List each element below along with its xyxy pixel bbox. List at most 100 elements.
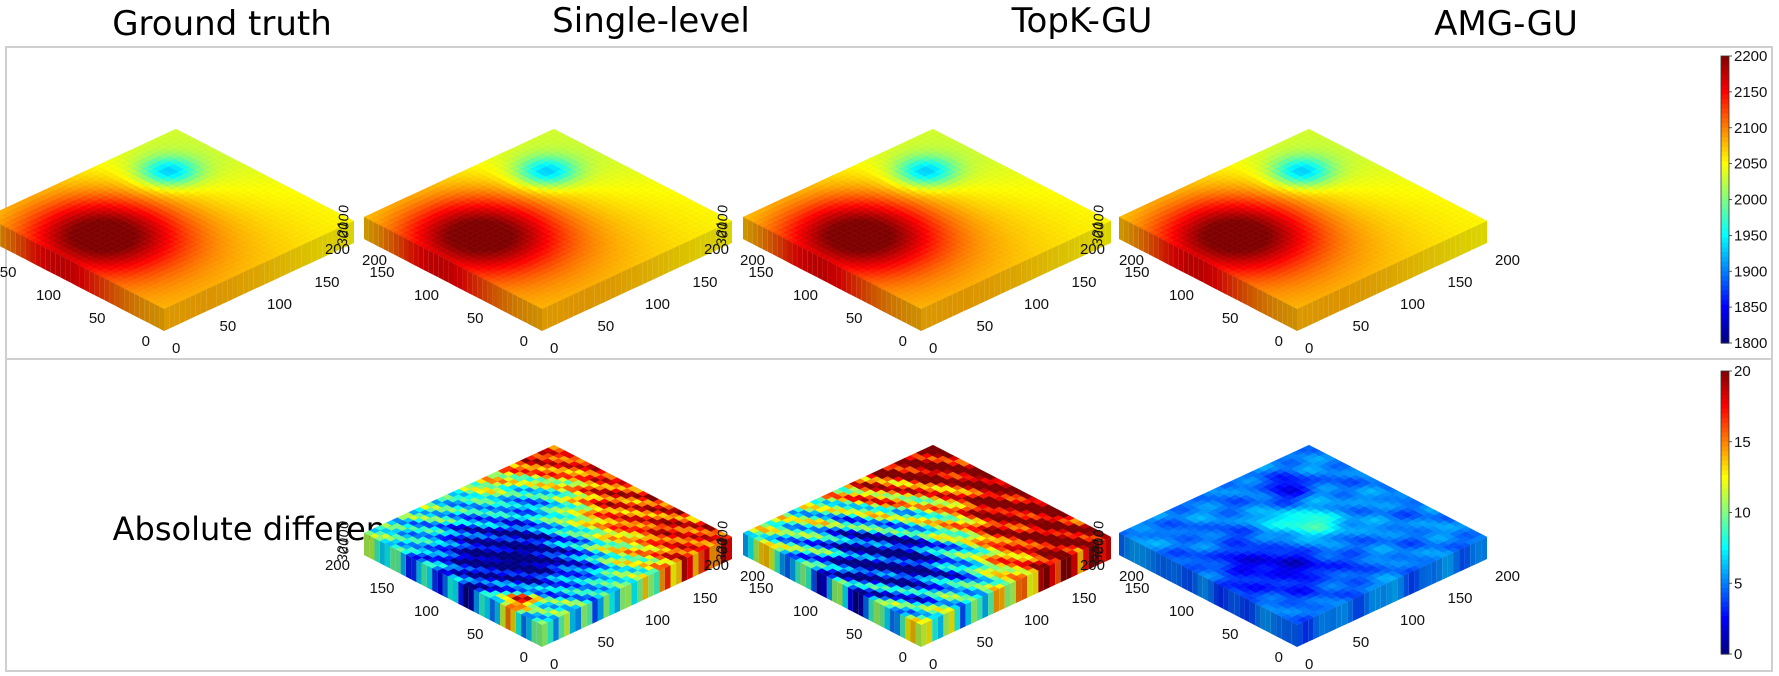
y-tick-label: 0 [142,333,150,350]
side-cell [610,274,616,300]
side-cell [398,234,404,260]
side-cell [684,240,690,265]
side-cell [1005,267,1011,292]
surface-cell [0,213,2,216]
side-cell [462,268,468,293]
side-cell [154,303,160,329]
side-cell [817,255,823,280]
y-tick-label: 0 [899,333,907,350]
x-tick-label: 0 [929,340,937,357]
side-cell [663,250,669,275]
side-cell [149,301,155,326]
col-title-amg-gu: AMG-GU [1434,4,1578,44]
side-cell [1052,245,1059,270]
side-cell [383,227,389,252]
x-tick-label: 150 [315,274,340,291]
side-cell [881,288,887,314]
side-cell [984,277,990,302]
side-cell [20,234,26,260]
side-cell [1074,235,1080,261]
x-tick-label: 100 [267,296,292,313]
side-cell [243,269,249,295]
side-cell [55,252,61,278]
side-cell [517,296,523,321]
side-cell [931,301,937,327]
side-cell [403,237,409,262]
side-cell [443,257,449,283]
side-cell [477,275,483,301]
side-cell [866,280,872,306]
side-cell [195,291,201,317]
side-cell [552,301,558,327]
side-cell [947,294,953,319]
side-cell [841,268,847,293]
x-tick-label: 0 [172,340,180,357]
side-cell [891,293,897,319]
side-cell [802,247,808,273]
side-cell [497,286,503,311]
side-cell [807,250,813,275]
side-cell [1026,257,1032,283]
side-cell [936,299,943,324]
side-cell [668,247,674,273]
side-cell [0,224,1,247]
side-cell [911,303,917,329]
side-cell [50,250,56,275]
x-tick-label: 150 [693,274,718,291]
side-cell [227,277,233,302]
side-cell [285,250,291,275]
side-cell [144,298,150,324]
side-cell [782,237,788,262]
side-cell [522,298,528,324]
side-cell [968,284,974,309]
side-cell [532,303,538,329]
side-cell [1031,255,1038,280]
col-title-ground-truth: Ground truth [112,4,332,44]
side-cell [957,289,964,314]
side-cell [169,304,175,329]
side-cell [901,298,907,324]
side-cell [99,275,105,301]
side-cell [973,282,980,307]
side-cell [762,227,768,252]
side-cell [502,288,508,314]
y-tick-label: 100 [36,287,61,304]
side-cell [626,267,632,292]
side-cell [1016,262,1022,287]
side-cell [364,217,369,242]
side-cell [206,287,212,312]
side-cell [1058,243,1064,268]
side-cell [139,296,145,321]
side-cell [886,291,892,316]
side-cell [185,296,191,322]
side-cell [1000,269,1006,295]
side-cell [846,270,852,296]
y-tick-label: 50 [846,310,863,327]
side-cell [658,252,664,278]
side-cell [673,245,680,270]
side-cell [757,224,763,250]
side-cell [134,293,140,319]
y-tick-label: 100 [414,287,439,304]
side-cell [777,234,783,260]
side-cell [916,306,921,331]
side-cell [40,245,46,270]
side-cell [921,306,927,331]
side-cell [124,288,130,314]
side-cell [689,238,696,263]
side-cell [621,269,627,295]
side-cell [448,260,453,285]
side-cell [557,299,564,324]
side-cell [792,242,798,268]
side-cell [772,232,778,257]
side-cell [453,263,458,288]
side-cell [963,287,969,312]
side-cell [280,252,286,278]
side-cell [301,243,307,268]
side-cell [290,247,296,273]
panels: 0501001502000501001502000102030050100150… [0,128,1520,673]
side-cell [600,279,606,305]
